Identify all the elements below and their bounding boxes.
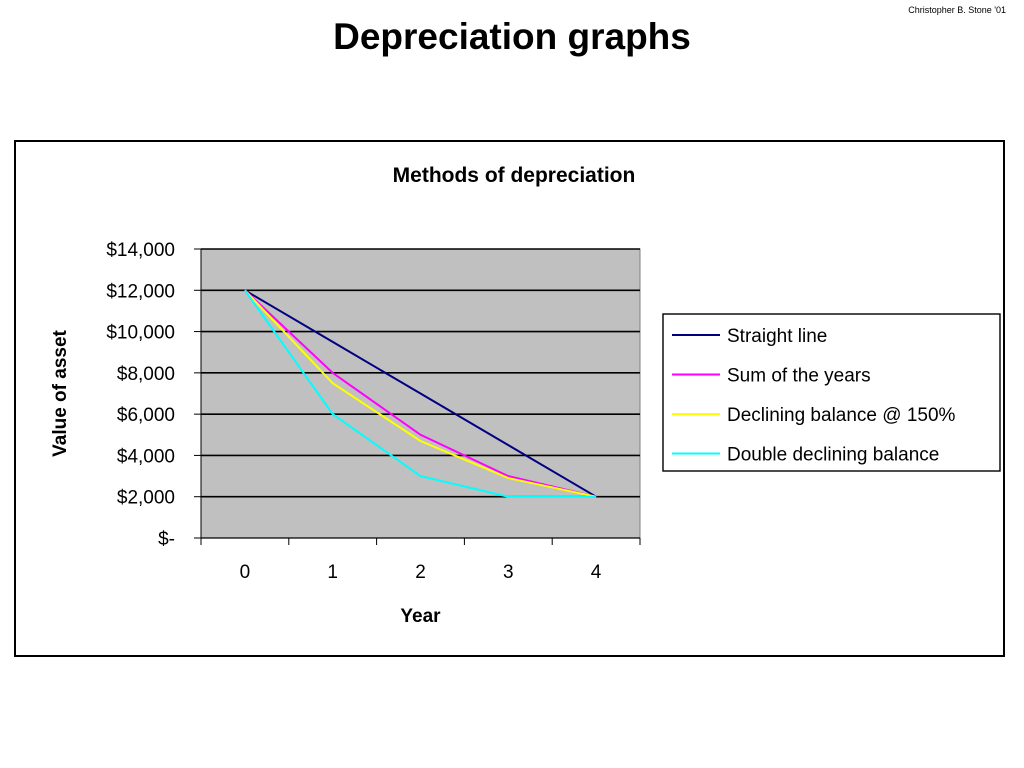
series-line	[244, 289, 597, 498]
chart-frame: Methods of depreciation $- $2,000 $4,000 $6…	[14, 140, 1005, 657]
author-credit: Christopher B. Stone '01	[908, 5, 1006, 15]
legend-label: Declining balance @ 150%	[727, 405, 956, 426]
series-line	[244, 289, 597, 498]
y-tick-label: $14,000	[106, 240, 175, 261]
x-tick-label: 2	[415, 562, 426, 583]
series-line	[244, 289, 597, 498]
x-tick-label: 0	[240, 562, 251, 583]
legend-label: Straight line	[727, 326, 827, 347]
x-tick-label: 1	[327, 562, 338, 583]
y-tick-label: $4,000	[117, 446, 175, 467]
legend: Straight line Sum of the years Declining b…	[662, 313, 1001, 472]
y-tick-label: $6,000	[117, 405, 175, 426]
chart-title: Methods of depreciation	[393, 164, 636, 187]
x-axis-title: Year	[400, 606, 441, 627]
legend-label: Sum of the years	[727, 366, 871, 387]
x-tick-label: 4	[591, 562, 602, 583]
series-lines	[244, 289, 597, 498]
y-tick-label: $8,000	[117, 364, 175, 385]
legend-box	[662, 313, 1001, 472]
y-tick-label: $10,000	[106, 323, 175, 344]
axes: $- $2,000 $4,000 $6,000 $8,000 $10,000 $12,000…	[106, 240, 641, 583]
x-tick-label: 3	[503, 562, 514, 583]
depreciation-line-chart: Methods of depreciation $- $2,000 $4,000 $6…	[50, 164, 1001, 627]
y-tick-label: $12,000	[106, 281, 175, 302]
slide-title: Depreciation graphs	[333, 16, 691, 57]
series-line	[244, 289, 597, 498]
y-axis-title: Value of asset	[50, 329, 71, 456]
y-tick-label: $-	[158, 529, 175, 550]
legend-label: Double declining balance	[727, 445, 939, 466]
y-tick-label: $2,000	[117, 488, 175, 509]
